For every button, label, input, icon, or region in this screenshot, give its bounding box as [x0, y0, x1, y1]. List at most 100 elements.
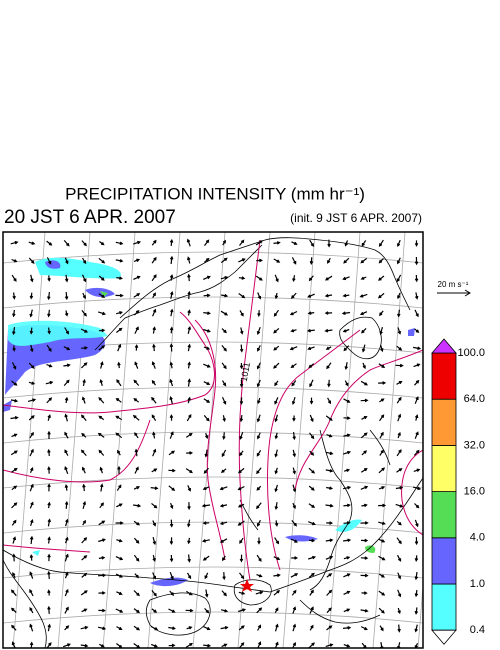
wind-arrow	[308, 642, 315, 648]
wind-arrow	[397, 607, 401, 615]
wind-arrow	[204, 572, 209, 580]
wind-arrow	[239, 572, 245, 580]
wind-arrow	[341, 311, 351, 315]
wind-arrow	[414, 642, 419, 648]
wind-arrow	[29, 309, 33, 318]
wind-arrow	[256, 607, 263, 614]
colorbar-label: 64.0	[464, 393, 485, 405]
wind-arrow	[326, 433, 333, 438]
wind-arrow	[133, 590, 140, 597]
wind-arrow	[342, 328, 350, 333]
wind-arrow	[274, 607, 279, 613]
wind-arrow	[379, 449, 384, 456]
wind-arrow	[47, 536, 51, 544]
wind-arrow	[12, 553, 16, 562]
wind-arrow	[290, 363, 297, 369]
wind-arrow	[64, 553, 69, 562]
wind-arrow	[81, 608, 88, 613]
wind-arrow	[169, 414, 174, 421]
wind-arrow	[82, 519, 86, 526]
wind-arrow	[378, 275, 385, 281]
wind-arrow	[257, 537, 261, 545]
wind-arrow	[362, 362, 366, 370]
wind-arrow	[308, 555, 317, 560]
wind-arrow	[82, 501, 87, 509]
wind-arrow	[378, 521, 386, 525]
wind-arrow	[397, 589, 402, 598]
parallel	[3, 386, 423, 399]
wind-arrow	[133, 503, 142, 508]
wind-arrow	[152, 431, 156, 439]
wind-arrow	[201, 503, 211, 508]
wind-arrow	[152, 308, 157, 317]
title: PRECIPITATION INTENSITY (mm hr⁻¹)	[65, 184, 365, 203]
wind-arrow	[273, 241, 281, 245]
wind-arrow	[343, 521, 351, 525]
wind-arrow	[378, 239, 384, 247]
wind-arrow	[46, 642, 52, 648]
init-time: (init. 9 JST 6 APR. 2007)	[290, 211, 422, 225]
wind-arrow	[273, 362, 280, 369]
wind-arrow	[222, 572, 226, 581]
wind-arrow	[151, 590, 157, 597]
wind-arrow	[326, 573, 333, 578]
map	[3, 232, 423, 648]
wind-arrow	[291, 397, 296, 406]
wind-arrow	[343, 608, 351, 613]
wind-arrow	[308, 572, 315, 578]
wind-arrow	[150, 643, 158, 648]
wind-arrow	[361, 344, 366, 353]
wind-arrow	[378, 573, 385, 578]
wind-arrow	[47, 292, 51, 301]
wind-arrow	[97, 573, 107, 578]
wind-arrow	[151, 274, 157, 282]
wind-arrow	[187, 309, 191, 316]
wind-arrow	[361, 450, 367, 456]
wind-arrow	[289, 346, 298, 351]
wind-arrow	[308, 521, 316, 526]
wind-arrow	[239, 310, 244, 317]
wind-arrow	[237, 503, 245, 508]
wind-arrow	[133, 554, 140, 562]
wind-arrow	[360, 398, 369, 403]
wind-arrow	[10, 240, 19, 245]
wind-arrow	[27, 398, 37, 402]
wind-arrow	[117, 465, 121, 474]
wind-arrow	[168, 643, 176, 648]
wind-arrow	[204, 257, 210, 263]
wind-arrow	[133, 537, 140, 544]
wind-arrow	[257, 292, 262, 300]
wind-arrow	[150, 486, 159, 490]
wind-arrow	[397, 624, 401, 633]
wind-arrow	[360, 276, 367, 280]
wind-arrow	[292, 623, 297, 632]
wind-arrow	[29, 431, 34, 439]
parallel	[3, 431, 423, 444]
wind-arrow	[274, 484, 278, 493]
wind-arrow	[115, 432, 123, 439]
wind-arrow	[169, 274, 174, 281]
wind-arrow	[47, 518, 51, 527]
wind-arrow	[220, 626, 229, 630]
wind-arrow	[360, 432, 368, 439]
wind-arrow	[307, 293, 315, 298]
wind-arrow	[238, 258, 246, 263]
wind-arrow	[115, 556, 124, 561]
wind-arrow	[47, 275, 51, 282]
wind-arrow	[115, 573, 124, 578]
wind-arrow	[169, 537, 174, 545]
wind-arrow	[239, 239, 245, 246]
wind-arrow	[151, 396, 157, 404]
wind-arrow	[360, 556, 369, 560]
wind-arrow	[222, 239, 226, 246]
wind-arrow	[343, 416, 351, 420]
wind-arrow	[80, 414, 87, 421]
wind-arrow	[273, 573, 281, 578]
wind-arrow	[414, 379, 420, 386]
wind-arrow	[327, 257, 331, 264]
colorbar-label: 4.0	[470, 532, 485, 544]
wind-arrow	[81, 396, 86, 404]
wind-arrow	[134, 344, 139, 351]
wind-arrow	[414, 624, 418, 633]
wind-arrow	[98, 520, 106, 526]
